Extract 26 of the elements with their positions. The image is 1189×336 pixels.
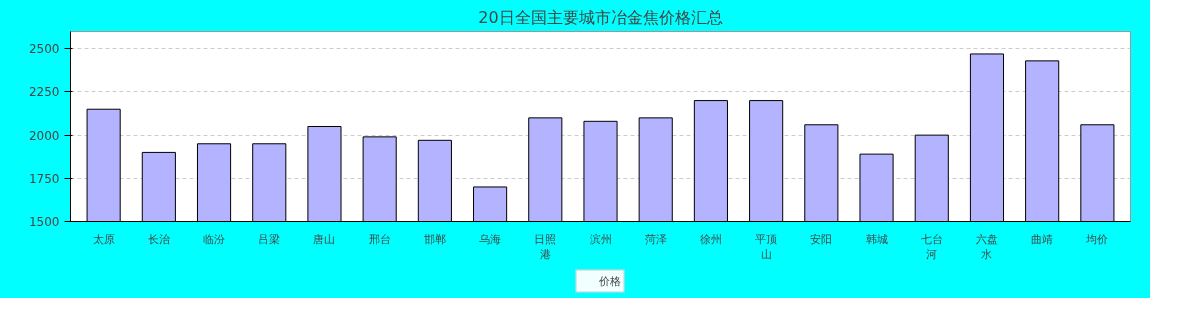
y-tick-label: 1750 bbox=[28, 171, 60, 186]
x-tick-label: 韩城 bbox=[865, 232, 888, 246]
x-tick-label: 吕梁 bbox=[258, 232, 281, 246]
x-tick-label: 滨州 bbox=[589, 232, 612, 246]
x-tick-label: 七台河 bbox=[920, 232, 943, 262]
x-tick-label: 日照港 bbox=[534, 232, 557, 262]
text: 价格 bbox=[598, 273, 621, 289]
y-tick-label: 2500 bbox=[28, 42, 60, 57]
x-tick-label: 平顶山 bbox=[755, 232, 778, 262]
x-tick-label: 曲靖 bbox=[1031, 232, 1054, 246]
x-tick-label: 唐山 bbox=[313, 232, 336, 246]
x-tick-label: 太原 bbox=[92, 232, 115, 246]
x-tick-label: 乌海 bbox=[479, 232, 502, 246]
x-tick-label: 邯郸 bbox=[423, 232, 446, 246]
x-tick-label: 均价 bbox=[1085, 232, 1109, 246]
x-tick-label: 临汾 bbox=[203, 232, 226, 246]
x-tick-label: 菏泽 bbox=[644, 232, 667, 246]
chart-title: 20日全国主要城市冶金焦价格汇总 bbox=[478, 7, 723, 27]
x-tick-label: 六盘水 bbox=[975, 232, 998, 262]
y-tick-label: 2250 bbox=[28, 85, 60, 100]
y-tick-label: 1500 bbox=[28, 215, 60, 229]
x-tick-label: 长治 bbox=[147, 232, 170, 246]
y-tick-label: 2000 bbox=[28, 128, 60, 143]
x-tick-label: 徐州 bbox=[699, 232, 722, 246]
x-tick-label: 邢台 bbox=[368, 232, 391, 246]
x-tick-label: 安阳 bbox=[810, 232, 833, 246]
